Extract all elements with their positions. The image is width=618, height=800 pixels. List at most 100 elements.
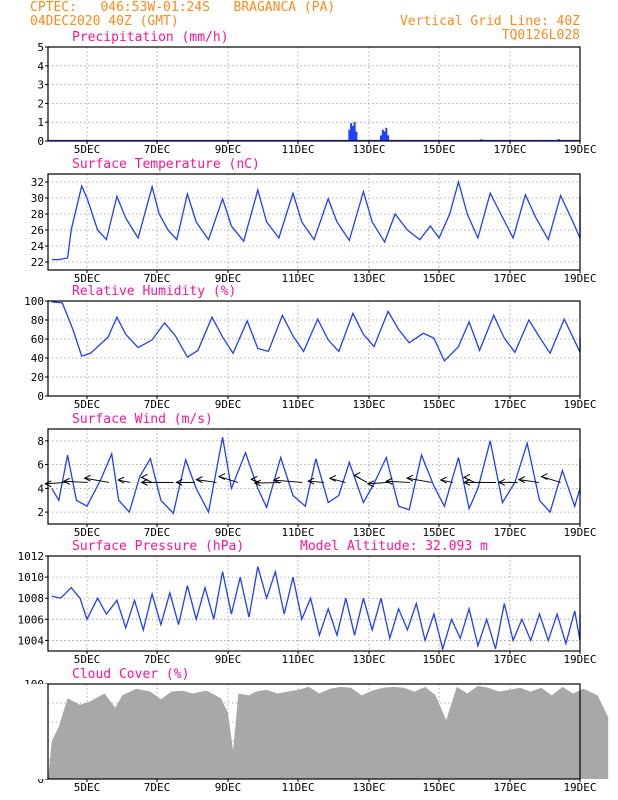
x-tick-label: 13DEC [352,526,385,539]
x-tick-label: 17DEC [493,143,526,156]
precip-bar [381,129,384,141]
y-tick-label: 30 [31,192,44,205]
wind-arrow-head [117,476,125,484]
x-tick-label: 13DEC [352,398,385,411]
wind-arrow-head [217,473,226,481]
wind-arrow-shaft [84,477,110,483]
wind-arrow-head [497,478,506,486]
wind-arrow-shaft [254,481,282,484]
wind-arrow-head [439,476,447,484]
x-tick-label: 11DEC [281,398,314,411]
x-tick-label: 11DEC [281,781,314,794]
wind-arrow-shaft [541,476,561,483]
panel-frame [47,555,581,652]
x-tick-label: 15DEC [422,781,455,794]
wind-arrow-shaft [218,476,239,483]
x-tick-label: 17DEC [493,272,526,285]
wind-arrow-head [253,479,261,487]
wind-arrow-head [250,475,258,483]
panel-frame [47,683,581,780]
wind-arrow-shaft [196,479,217,483]
x-tick-label: 9DEC [215,526,242,539]
wind-arrow-shaft [329,477,346,483]
x-tick-label: 19DEC [563,653,596,666]
y-tick-label: 2 [37,97,44,110]
y-tick-label: 100 [24,295,44,308]
panel-title: Precipitation (mm/h) [72,30,229,45]
wind-arrow-shaft [273,479,303,483]
x-tick-label: 15DEC [422,143,455,156]
wind-arrow-shaft [118,479,131,483]
y-tick-label: 1008 [18,592,45,605]
precip-bar [348,129,351,141]
wind-arrow-head [328,474,337,482]
wind-arrow-head [517,476,526,484]
x-tick-label: 9DEC [215,781,242,794]
x-tick-label: 13DEC [352,143,385,156]
y-tick-label: 20 [31,371,44,384]
x-tick-label: 7DEC [144,143,171,156]
x-tick-label: 13DEC [352,781,385,794]
panel-frame [47,300,581,397]
y-tick-label: 1010 [18,571,45,584]
wind-arrow-head [366,480,375,488]
panel-annotation: Model Altitude: 32.093 m [300,539,488,554]
x-tick-label: 19DEC [563,781,596,794]
precip-bar [385,127,388,141]
y-tick-label: 32 [31,176,44,189]
y-tick-label: 0 [37,135,44,148]
wind-arrow-head [353,471,361,479]
precip-bar [383,131,386,141]
y-tick-label: 60 [31,333,44,346]
series-line [51,566,581,652]
y-tick-label: 0 [37,390,44,403]
y-tick-label: 1012 [18,550,45,563]
wind-arrow-head [140,478,148,486]
y-tick-label: 28 [31,208,44,221]
y-tick-label: 1004 [18,634,45,647]
header-date: 04DEC2020 40Z (GMT) [30,14,179,29]
x-tick-label: 5DEC [74,272,101,285]
panel-title: Surface Pressure (hPa) [72,539,244,554]
y-tick-label: 1006 [18,613,45,626]
x-tick-label: 5DEC [74,653,101,666]
x-tick-label: 11DEC [281,143,314,156]
header-model-code: TQ0126L028 [501,28,580,43]
series-line [51,301,581,363]
series-line [51,437,581,515]
y-tick-label: 80 [31,314,44,327]
x-tick-label: 17DEC [493,398,526,411]
x-tick-label: 19DEC [563,526,596,539]
wind-arrow-head [462,473,471,481]
x-tick-label: 7DEC [144,526,171,539]
wind-arrow-shaft [367,481,389,485]
y-tick-label: 40 [31,352,44,365]
precip-bar [380,135,383,141]
y-tick-label: 4 [37,60,44,73]
wind-arrow-shaft [45,481,67,485]
area-mask [0,684,48,779]
panel-frame [47,173,581,271]
panel-title: Relative Humidity (%) [72,284,236,299]
x-tick-label: 17DEC [493,781,526,794]
wind-arrow-head [272,476,280,484]
wind-arrow-head [385,477,393,485]
precip-bar [355,131,358,141]
x-tick-label: 11DEC [281,653,314,666]
y-tick-label: 24 [31,240,45,253]
y-tick-label: 3 [37,79,44,92]
y-tick-label: 4 [37,482,44,495]
x-tick-label: 5DEC [74,781,101,794]
panel-title: Surface Temperature (nC) [72,157,260,172]
y-tick-label: 0 [37,773,44,786]
x-tick-label: 17DEC [493,526,526,539]
x-tick-label: 19DEC [563,143,596,156]
y-tick-label: 26 [31,224,44,237]
x-tick-label: 7DEC [144,398,171,411]
precip-bar [353,122,356,141]
x-tick-label: 11DEC [281,526,314,539]
precip-bar [350,123,353,141]
wind-arrow-shaft [406,477,432,483]
panel-frame [47,428,581,525]
wind-arrow-head [83,474,91,482]
